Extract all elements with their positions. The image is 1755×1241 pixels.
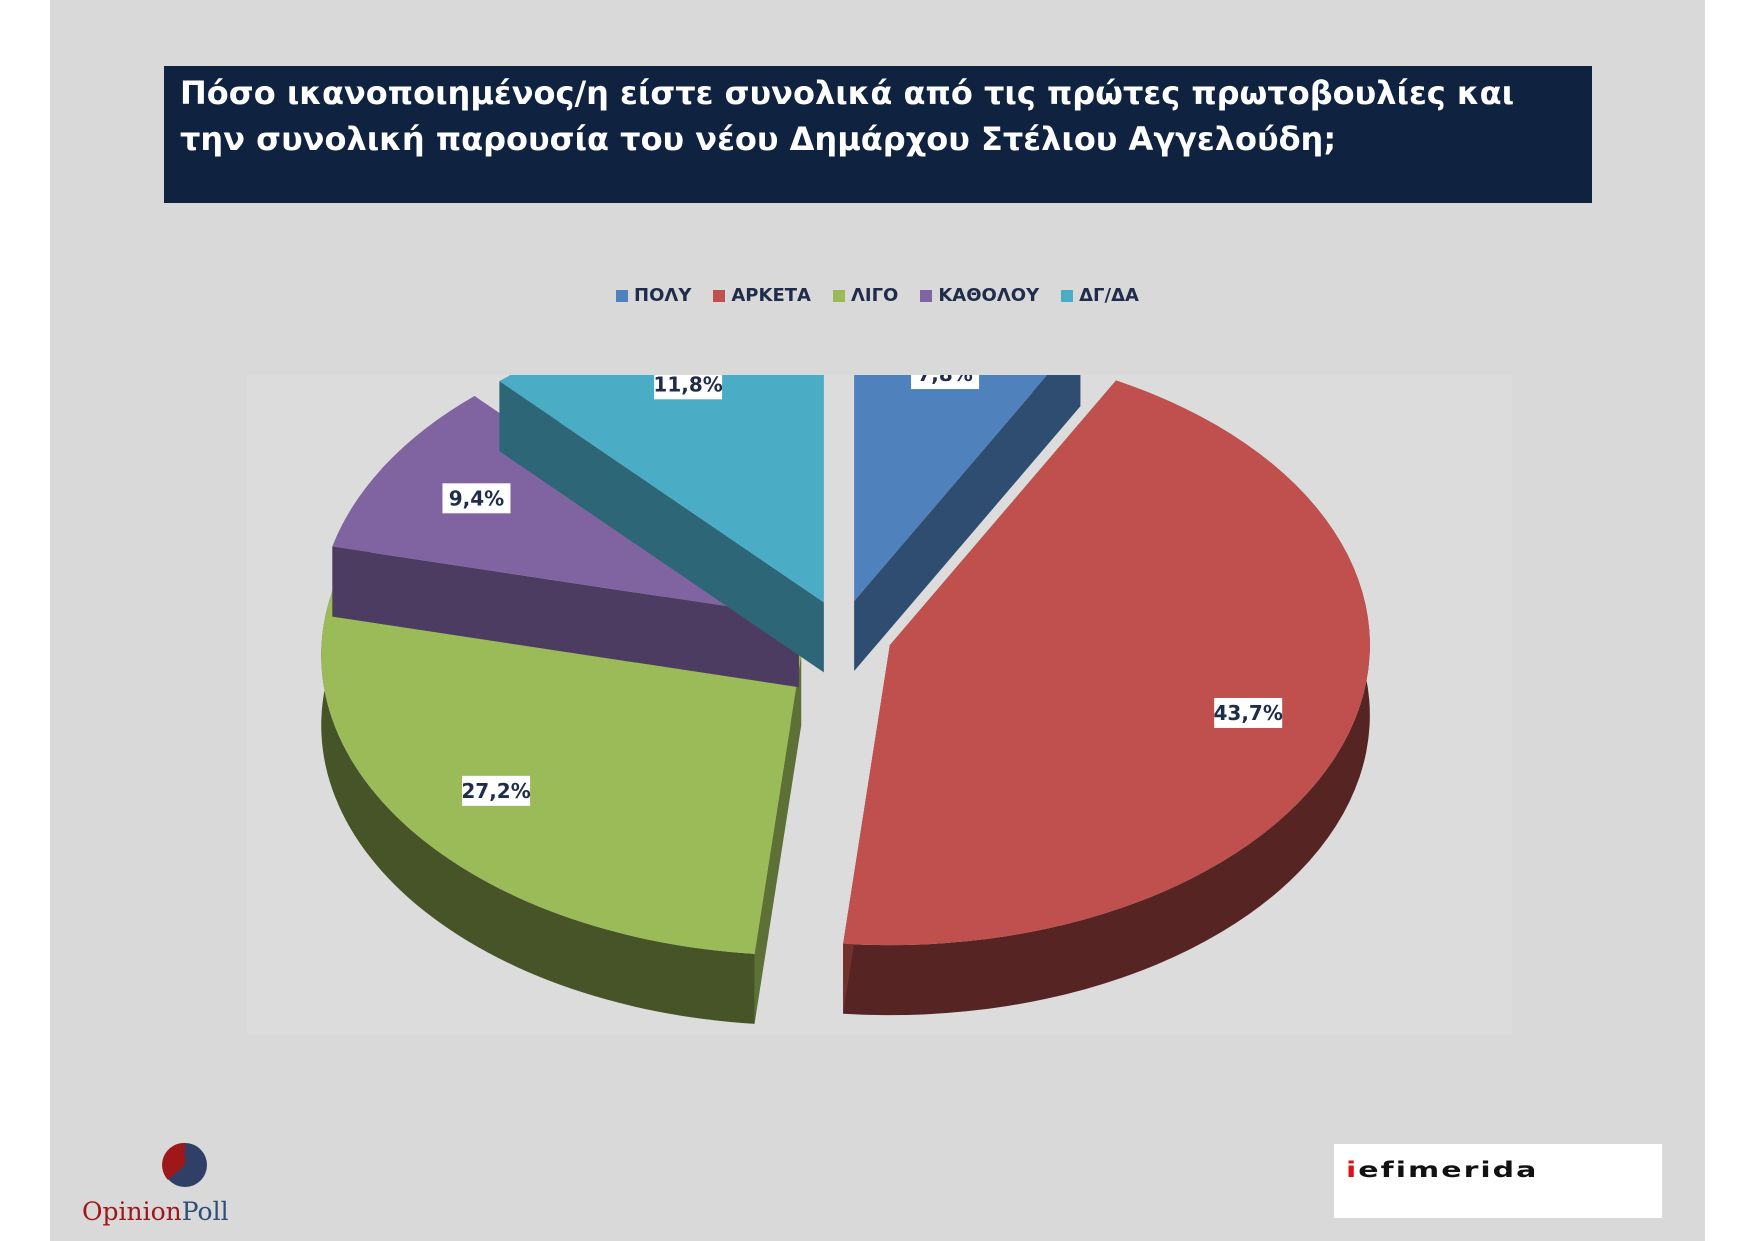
legend-label: ΑΡΚΕΤΑ [731,285,811,306]
iefimerida-wordmark: iefimerida [1346,1158,1538,1183]
data-label-box [1214,697,1283,728]
legend-swatch [713,289,726,302]
pie-slice-top [843,380,1370,946]
pie-slice-top [321,584,802,954]
iefimerida-i: i [1346,1158,1359,1183]
pie-slice-wall [499,375,824,673]
pie-slice: 43,7% [843,380,1370,1016]
iefimerida-rest: efimerida [1358,1158,1539,1183]
data-label-box [654,375,723,400]
poll-word: Poll [181,1197,229,1226]
pie-slice-top [854,375,1048,602]
chart-title: Πόσο ικανοποιημένος/η είστε συνολικά από… [180,74,1515,158]
pie-slice-side [843,380,1370,1016]
legend-swatch [832,289,845,302]
data-label: 43,7% [1213,701,1282,725]
slide: Πόσο ικανοποιημένος/η είστε συνολικά από… [50,0,1705,1241]
pie-slice: 27,2% [321,584,802,1024]
data-label: 11,8% [653,375,722,396]
data-label: 9,4% [449,486,504,510]
pie-slice-top [499,375,824,603]
legend-item: ΚΑΘΟΛΟΥ [920,285,1039,306]
legend-item: ΛΙΓΟ [832,285,899,306]
data-label: 27,2% [461,779,530,803]
legend-item: ΑΡΚΕΤΑ [713,285,811,306]
data-label-box [442,483,511,514]
data-label-box [911,375,980,390]
pie-slice-side [321,584,755,1024]
pie-slice: 11,8% [499,375,824,673]
pie-slice-wall [332,396,799,688]
opinion-poll-wordmark: OpinionPoll [82,1197,229,1226]
pie-slice: 7,8% [854,375,1081,672]
chart-legend: ΠΟΛΥ ΑΡΚΕΤΑ ΛΙΓΟ ΚΑΘΟΛΟΥ ΔΓ/ΔΑ [50,285,1705,306]
data-label-box [462,775,531,806]
legend-item: ΔΓ/ΔΑ [1061,285,1139,306]
legend-label: ΠΟΛΥ [634,285,692,306]
plot-area: 7,8% 43,7% 27,2% 9,4% 11,8% [247,375,1512,1035]
iefimerida-logo: iefimerida [1334,1144,1662,1218]
legend-swatch [616,289,629,302]
legend-swatch [1061,289,1074,302]
legend-item: ΠΟΛΥ [616,285,691,306]
pie-slice-wall [854,375,1081,672]
legend-label: ΔΓ/ΔΑ [1079,285,1139,306]
pie-chart: 7,8% 43,7% 27,2% 9,4% 11,8% [321,375,1370,1024]
opinion-word: Opinion [82,1197,182,1226]
data-label: 7,8% [917,375,972,386]
legend-label: ΛΙΓΟ [850,285,899,306]
legend-swatch [920,289,933,302]
legend-label: ΚΑΘΟΛΟΥ [938,285,1040,306]
opinion-poll-emblem-icon [162,1142,207,1187]
title-banner: Πόσο ικανοποιημένος/η είστε συνολικά από… [164,66,1592,203]
